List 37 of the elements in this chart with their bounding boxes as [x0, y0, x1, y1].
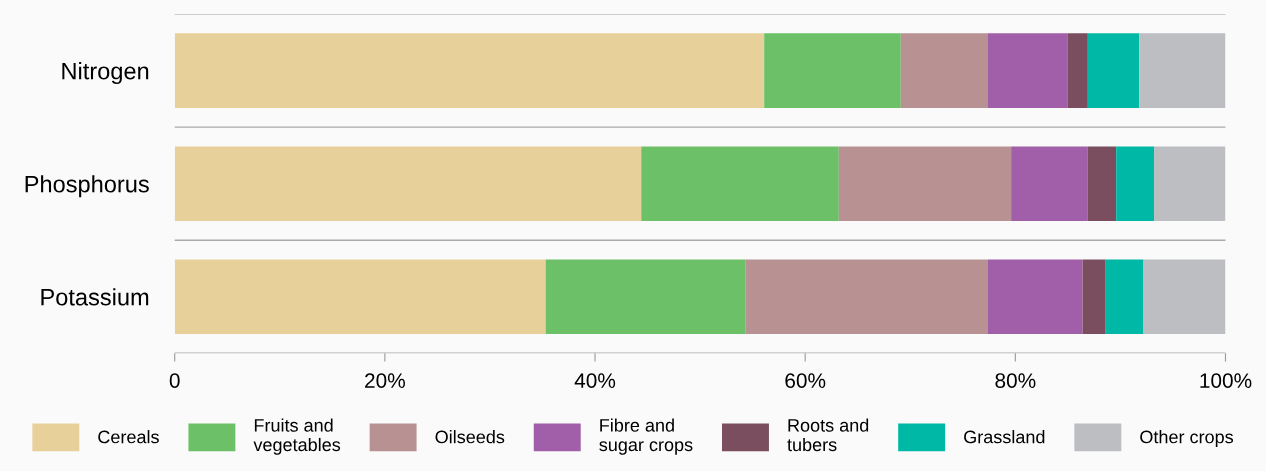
bar [1087, 146, 1117, 221]
bar [764, 33, 901, 108]
x-tick-label: 60% [785, 373, 826, 388]
x-tick-label: 100% [1200, 373, 1252, 388]
bar [1082, 259, 1106, 335]
legend-label: Fibre and sugar crops [599, 418, 693, 455]
bar [988, 259, 1083, 335]
legend-label: Fruits and vegetables [253, 418, 341, 455]
y-tick-label: Potassium [41, 288, 149, 306]
bar [745, 259, 989, 335]
bar [641, 146, 839, 221]
bar [1105, 259, 1144, 335]
bar [988, 33, 1068, 108]
x-tick-label: 0 [169, 373, 180, 388]
legend-label: Cereals [98, 430, 159, 444]
x-tick-label: 40% [574, 373, 616, 388]
bar [174, 259, 546, 335]
bar [900, 33, 989, 108]
bar [174, 146, 642, 221]
x-tick-label: 20% [365, 373, 405, 388]
bar [1154, 146, 1226, 221]
y-tick-label: Nitrogen [62, 62, 149, 85]
bar [1143, 259, 1226, 335]
bar [545, 259, 746, 335]
legend-label: Oilseeds [435, 430, 505, 444]
legend-label: Roots and tubers [787, 418, 869, 452]
bar [1011, 146, 1088, 221]
legend-label: Grassland [964, 430, 1045, 444]
bar [1116, 146, 1155, 221]
bar [1087, 33, 1140, 108]
bar [838, 146, 1012, 221]
bar [1139, 33, 1226, 108]
legend-label: Other crops [1140, 430, 1234, 447]
bar [1067, 33, 1088, 108]
bar [174, 33, 765, 108]
x-tick-label: 80% [995, 373, 1036, 388]
y-tick-label: Phosphorus [25, 175, 149, 198]
